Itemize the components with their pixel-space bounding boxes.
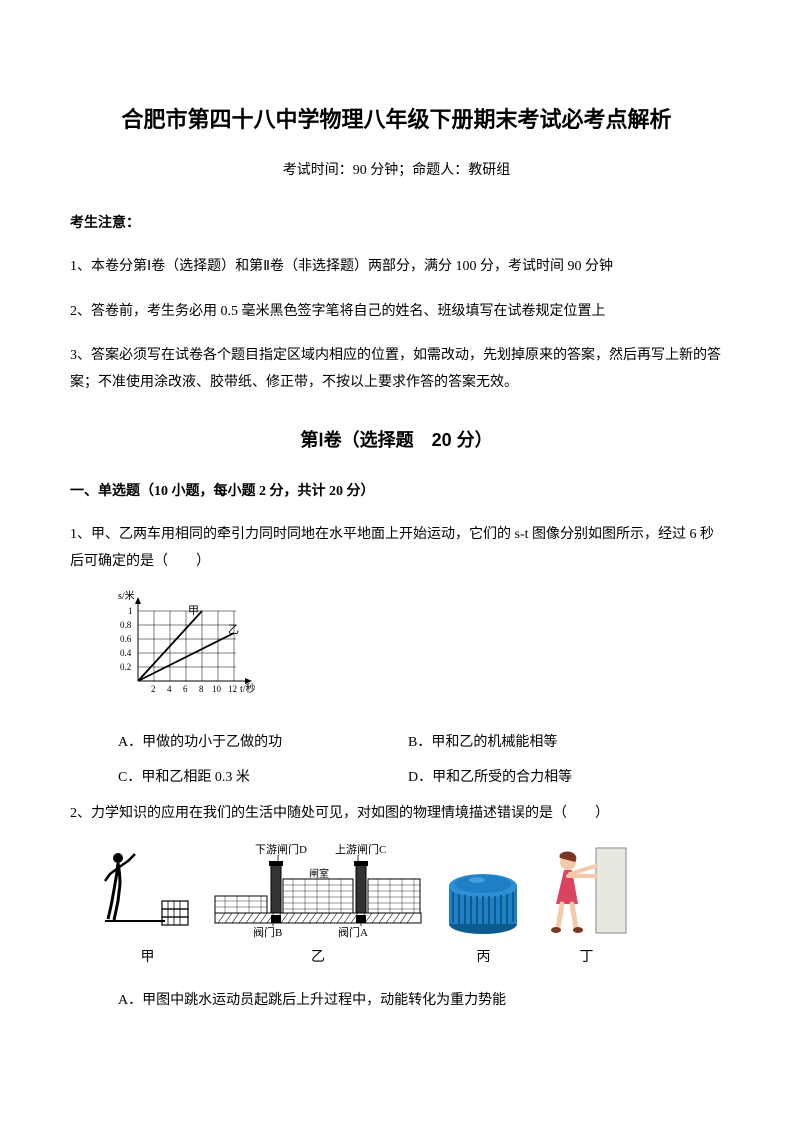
svg-text:4: 4 — [167, 684, 172, 694]
q2-figures-row: 甲 下游闸门D 上游闸门C — [100, 841, 723, 970]
cap-svg — [441, 856, 526, 941]
figure-bing-label: 丙 — [477, 945, 491, 970]
section1-title: 一、单选题（10 小题，每小题 2 分，共计 20 分） — [70, 479, 723, 504]
figure-ding-label: 丁 — [580, 945, 594, 970]
figure-jia-label: 甲 — [141, 945, 155, 970]
lock-svg: 下游闸门D 上游闸门C — [213, 841, 423, 941]
svg-text:0.2: 0.2 — [120, 662, 131, 672]
girl-wall-svg — [544, 846, 629, 941]
notice-heading: 考生注意： — [70, 211, 723, 236]
svg-text:8: 8 — [199, 684, 204, 694]
figure-yi-label: 乙 — [311, 945, 325, 970]
q1-option-d: D．甲和乙所受的合力相等 — [408, 765, 723, 790]
svg-text:6: 6 — [183, 684, 188, 694]
figure-jia: 甲 — [100, 846, 195, 970]
svg-text:甲: 甲 — [188, 605, 199, 617]
question-2-text: 2、力学知识的应用在我们的生活中随处可见，对如图的物理情境描述错误的是（ ） — [70, 801, 723, 828]
st-chart-svg: s/米 0.2 0.4 0.6 0.8 1 2 4 — [110, 589, 260, 699]
subtitle: 考试时间：90 分钟；命题人：教研组 — [70, 158, 723, 183]
svg-text:阀门A: 阀门A — [338, 925, 368, 939]
svg-text:0.6: 0.6 — [120, 634, 132, 644]
svg-text:上游闸门C: 上游闸门C — [335, 842, 386, 856]
svg-text:闸室: 闸室 — [309, 867, 329, 880]
diver-svg — [100, 846, 195, 941]
x-axis-label: t/秒 — [240, 682, 256, 695]
notice-item-1: 1、本卷分第Ⅰ卷（选择题）和第Ⅱ卷（非选择题）两部分，满分 100 分，考试时间… — [70, 254, 723, 281]
q1-chart: s/米 0.2 0.4 0.6 0.8 1 2 4 — [110, 589, 723, 708]
figure-bing: 丙 — [441, 856, 526, 970]
question-1-text: 1、甲、乙两车用相同的牵引力同时同地在水平地面上开始运动，它们的 s-t 图像分… — [70, 522, 723, 575]
q2-option-a: A．甲图中跳水运动员起跳后上升过程中，动能转化为重力势能 — [118, 988, 723, 1013]
notice-item-3: 3、答案必须写在试卷各个题目指定区域内相应的位置，如需改动，先划掉原来的答案，然… — [70, 343, 723, 396]
svg-text:下游闸门D: 下游闸门D — [255, 842, 307, 856]
notice-item-2: 2、答卷前，考生务必用 0.5 毫米黑色签字笔将自己的姓名、班级填写在试卷规定位… — [70, 299, 723, 326]
svg-text:1: 1 — [128, 606, 133, 616]
q1-option-c: C．甲和乙相距 0.3 米 — [118, 765, 408, 790]
q1-option-b: B．甲和乙的机械能相等 — [408, 730, 723, 755]
page-title: 合肥市第四十八中学物理八年级下册期末考试必考点解析 — [70, 100, 723, 140]
q1-options-row2: C．甲和乙相距 0.3 米 D．甲和乙所受的合力相等 — [118, 765, 723, 790]
y-axis-label: s/米 — [118, 589, 135, 602]
svg-text:阀门B: 阀门B — [253, 925, 282, 939]
svg-text:0.4: 0.4 — [120, 648, 132, 658]
q1-options-row1: A．甲做的功小于乙做的功 B．甲和乙的机械能相等 — [118, 730, 723, 755]
svg-text:乙: 乙 — [228, 623, 239, 636]
svg-text:10: 10 — [212, 684, 222, 694]
svg-text:0.8: 0.8 — [120, 620, 132, 630]
juan-title: 第Ⅰ卷（选择题 20 分） — [70, 424, 723, 456]
figure-ding: 丁 — [544, 846, 629, 970]
svg-text:2: 2 — [151, 684, 156, 694]
svg-text:12: 12 — [228, 684, 237, 694]
figure-yi: 下游闸门D 上游闸门C — [213, 841, 423, 970]
q1-option-a: A．甲做的功小于乙做的功 — [118, 730, 408, 755]
